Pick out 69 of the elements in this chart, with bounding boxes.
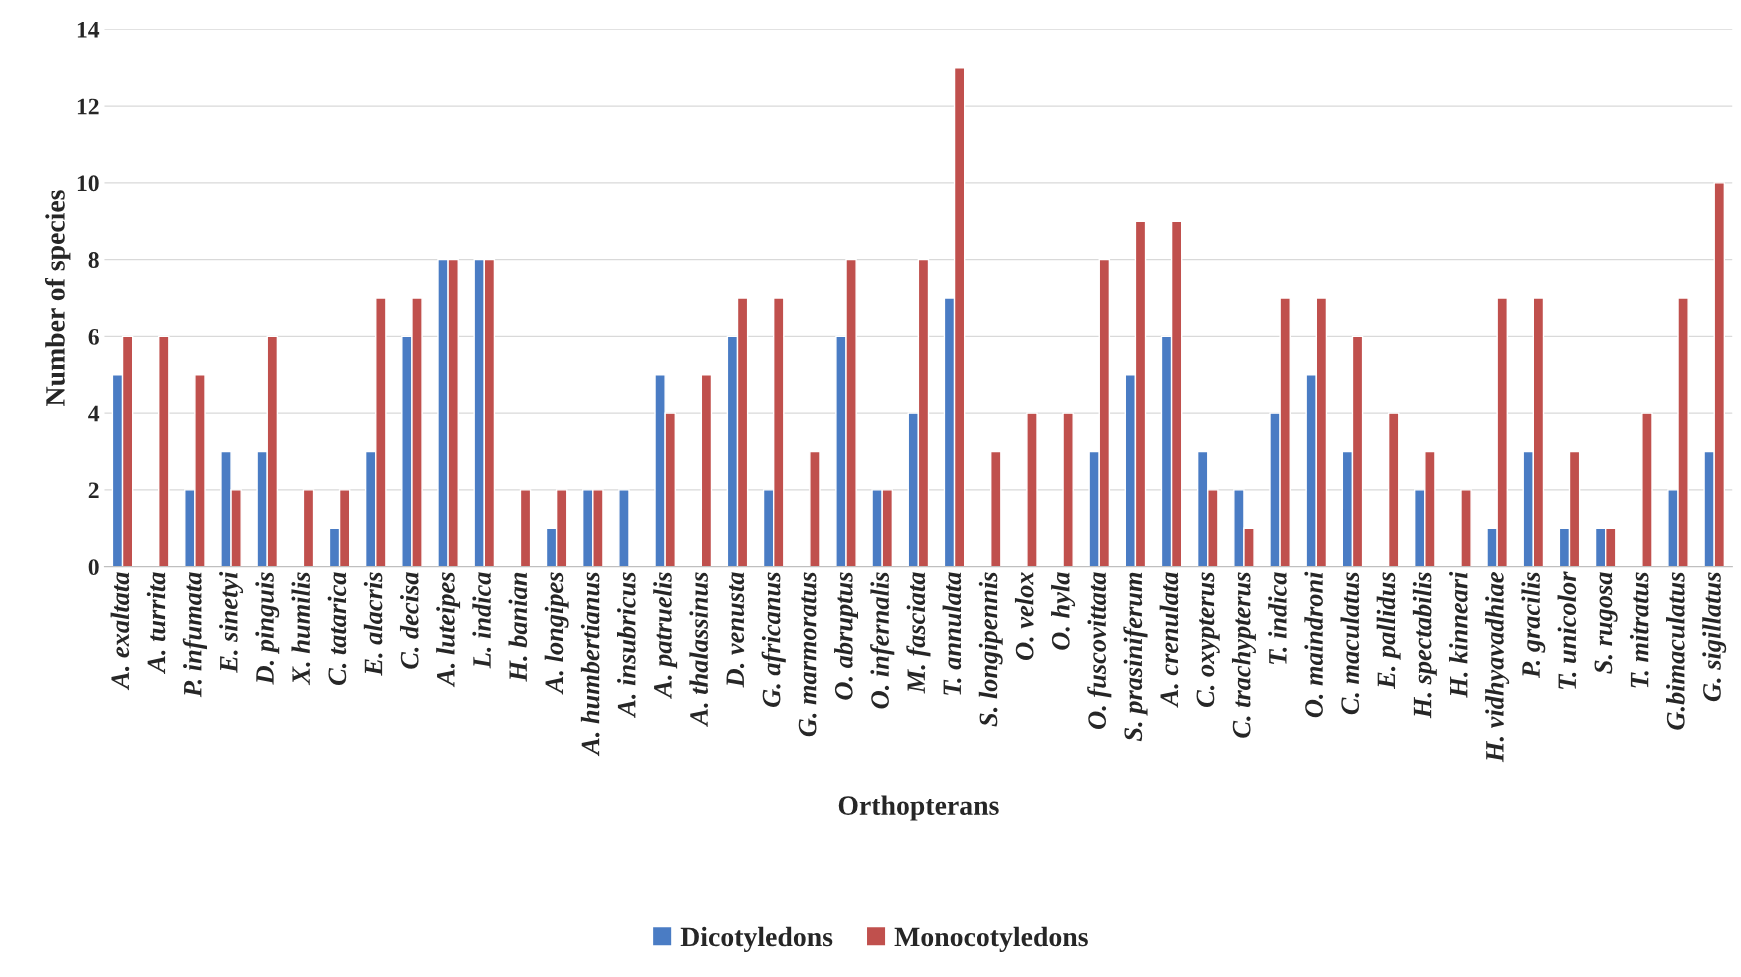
x-tick-label: G.bimaculatus bbox=[1666, 572, 1685, 730]
x-tick-label: M. fasciata bbox=[906, 572, 931, 694]
bar bbox=[158, 335, 170, 567]
x-tick-label: G. marmoratus bbox=[798, 572, 817, 737]
x-tick-label: A. patruelis bbox=[653, 572, 678, 699]
x-tick-label: C. trachypterus bbox=[1231, 572, 1256, 738]
legend-label: Monocotyledons bbox=[894, 926, 1088, 952]
x-tick-label: T. indica bbox=[1268, 572, 1287, 664]
y-tick-label: 10 bbox=[77, 175, 99, 192]
x-tick-label: O. hyla bbox=[1051, 572, 1076, 650]
x-tick-label: H. spectabilis bbox=[1412, 572, 1437, 719]
y-tick-label: 6 bbox=[88, 328, 99, 345]
x-tick-label: A. insubricus bbox=[617, 572, 636, 719]
x-tick-label: T. annulata bbox=[942, 572, 962, 695]
x-tick-label: X. humilis bbox=[291, 572, 311, 686]
x-tick-label: G. africanus bbox=[761, 572, 786, 707]
x-tick-label: A. humbertianus bbox=[580, 572, 600, 757]
y-axis-title: Number of species bbox=[44, 190, 71, 406]
y-tick-label: 0 bbox=[88, 559, 99, 576]
bar bbox=[990, 450, 1002, 567]
x-axis-title: Orthopterans bbox=[838, 795, 999, 821]
x-tick-label: C. maculatus bbox=[1340, 572, 1360, 715]
x-tick-label: H. kinneari bbox=[1449, 571, 1468, 698]
bar bbox=[302, 489, 315, 567]
y-tick-label: 8 bbox=[88, 252, 99, 269]
x-tick-label: S. prasiniferum bbox=[1123, 572, 1148, 742]
x-tick-label: A. thalassinus bbox=[689, 572, 709, 727]
bar bbox=[1641, 412, 1653, 567]
y-tick-label: 12 bbox=[77, 98, 99, 115]
y-tick-label: 2 bbox=[88, 482, 99, 499]
bar bbox=[1460, 489, 1472, 567]
bar bbox=[1026, 412, 1038, 567]
x-tick-label: H. banian bbox=[508, 572, 528, 682]
x-tick-label: A. luteipes bbox=[436, 572, 461, 688]
x-tick-label: D. venusta bbox=[726, 572, 745, 688]
bar bbox=[700, 374, 713, 567]
x-tick-label: T. mitratus bbox=[1629, 572, 1649, 688]
bar bbox=[618, 489, 630, 567]
x-tick-label: O. maindroni bbox=[1304, 571, 1324, 718]
x-tick-label: P. gracilis bbox=[1521, 572, 1546, 679]
x-tick-label: O. infernalis bbox=[870, 572, 895, 709]
x-tick-label: E. alacris bbox=[363, 572, 383, 676]
x-tick-label: S. longipennis bbox=[978, 572, 1003, 727]
x-tick-label: C. oxypterus bbox=[1196, 572, 1220, 707]
x-tick-label: S. rugosa bbox=[1594, 572, 1618, 674]
x-tick-label: G. sigillatus bbox=[1702, 572, 1727, 702]
y-tick-label: 14 bbox=[77, 21, 100, 38]
x-tick-label: A. exaltata bbox=[110, 572, 130, 691]
bar bbox=[519, 489, 532, 567]
x-tick-label: O. velox bbox=[1014, 572, 1034, 660]
x-tick-label: O. fuscovittata bbox=[1087, 572, 1112, 729]
x-tick-label: E. sinetyi bbox=[219, 571, 244, 673]
legend-label: Dicotyledons bbox=[680, 926, 833, 952]
x-tick-label: D. pinguis bbox=[255, 572, 280, 685]
x-tick-label: L. indica bbox=[472, 572, 492, 669]
y-tick-label: 4 bbox=[88, 405, 100, 422]
x-tick-label: C. tatarica bbox=[327, 572, 347, 685]
bar bbox=[1062, 412, 1074, 567]
x-tick-label: A. longipes bbox=[544, 572, 569, 695]
x-tick-label: A. crenulata bbox=[1159, 572, 1179, 708]
x-tick-label: P. infumata bbox=[182, 572, 207, 698]
bar bbox=[1387, 412, 1400, 567]
x-tick-label: T. unicolor bbox=[1557, 571, 1577, 689]
x-tick-label: H. vidhyavadhiae bbox=[1485, 572, 1510, 763]
x-tick-label: A. turrita bbox=[146, 572, 166, 675]
x-tick-label: E. pallidus bbox=[1376, 572, 1401, 690]
x-tick-label: O. abruptus bbox=[834, 572, 858, 700]
x-tick-label: C. decisa bbox=[399, 572, 419, 669]
bar bbox=[809, 450, 821, 567]
